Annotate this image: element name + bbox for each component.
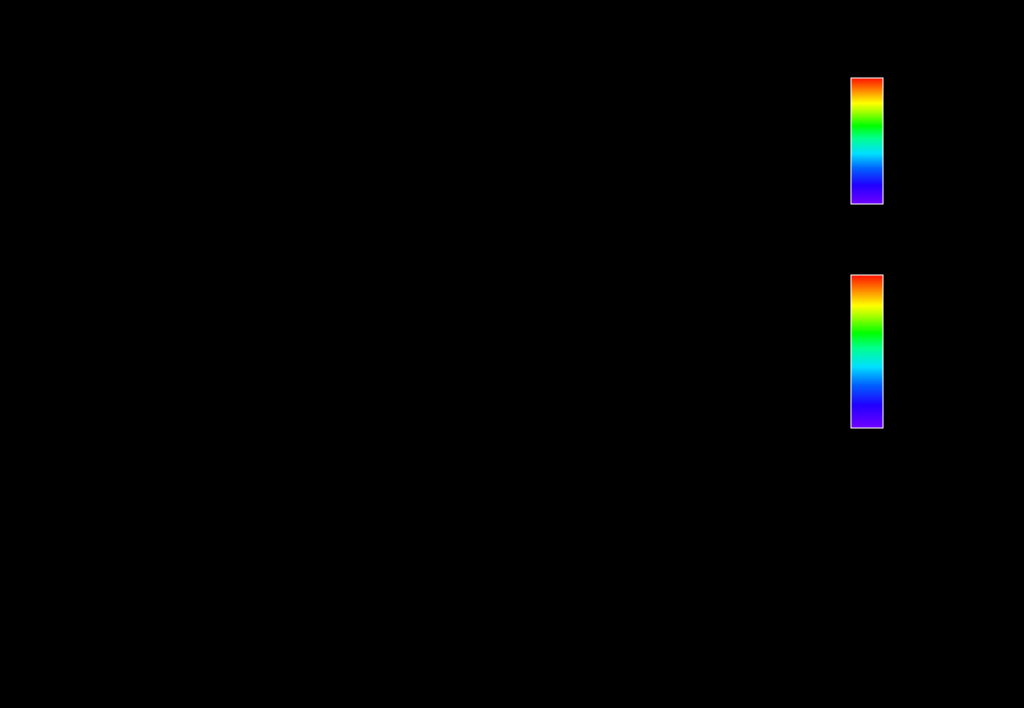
def-colorbar xyxy=(850,77,884,205)
deg-colorbar xyxy=(850,274,884,429)
